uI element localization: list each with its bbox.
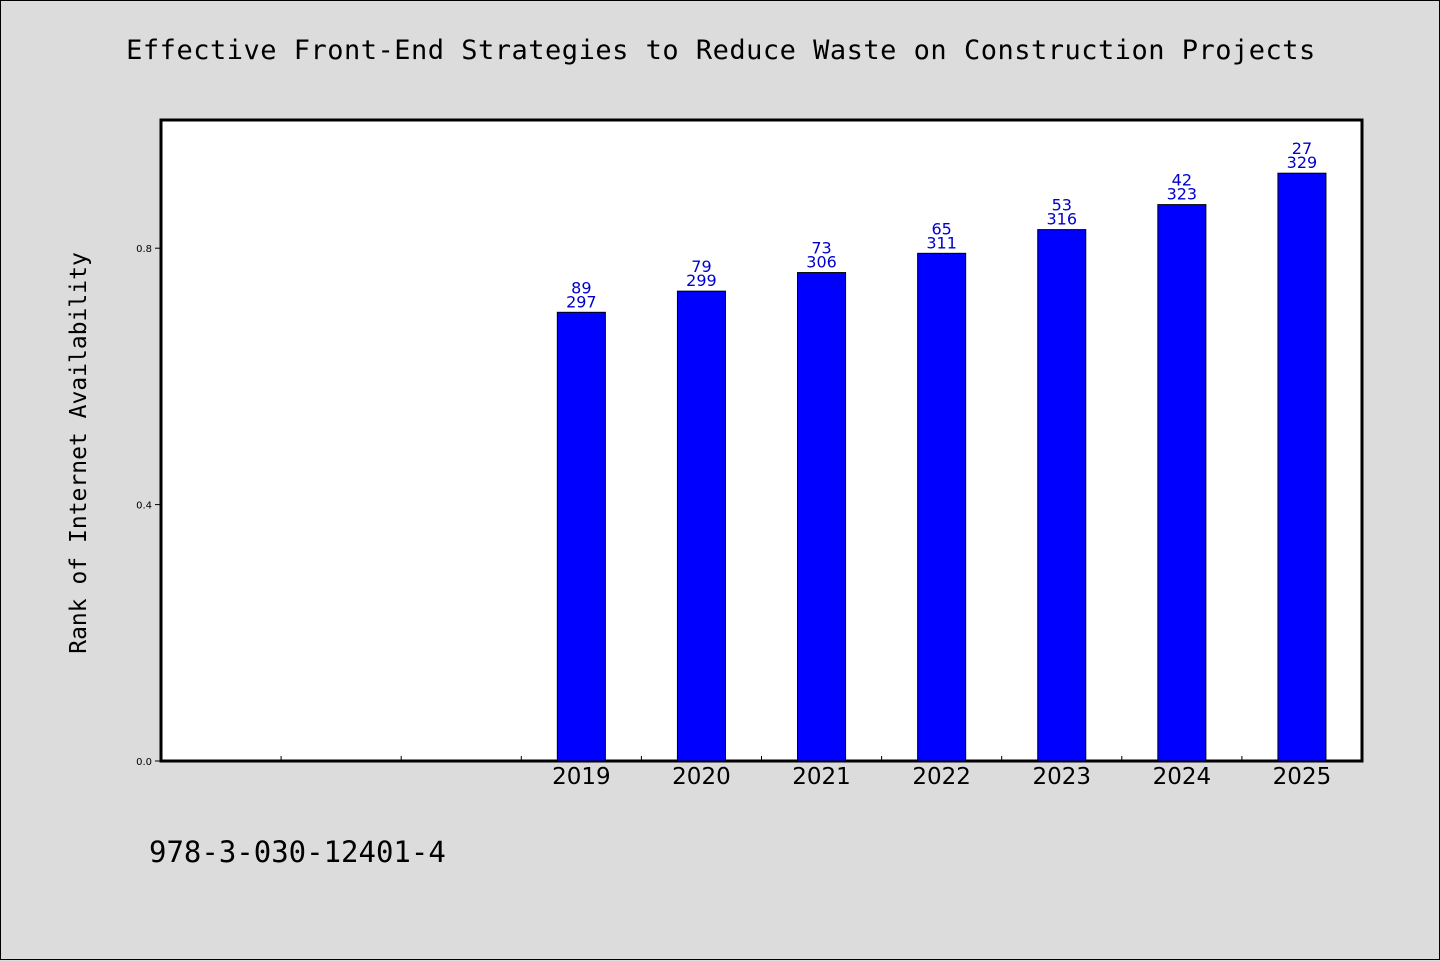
- data-label-bottom: 323: [1167, 185, 1198, 204]
- bar-2022: [917, 252, 967, 762]
- bars-group: [556, 172, 1327, 762]
- data-label-top: 89: [571, 278, 591, 297]
- data-label-bottom: 299: [686, 271, 717, 290]
- bar-2024: [1157, 204, 1207, 762]
- y-tick-label: 0.4: [136, 501, 152, 512]
- data-label-bottom: 316: [1046, 210, 1077, 229]
- data-label-top: 73: [811, 239, 831, 258]
- y-tick-label: 0.0: [136, 757, 152, 768]
- isbn-code: 978-3-030-12401-4: [149, 835, 446, 869]
- axis-ticks: 0.0 0.4 0.8 2019 2020 2021 2022 2023 2024 2025: [136, 244, 1331, 790]
- data-label-bottom: 329: [1287, 153, 1318, 172]
- data-label-bottom: 306: [806, 253, 837, 272]
- data-label-top: 65: [931, 219, 951, 238]
- data-label-top: 53: [1052, 196, 1072, 215]
- data-label-top: 42: [1172, 171, 1192, 190]
- data-label-top: 27: [1292, 139, 1312, 158]
- x-tick-label: 2021: [792, 764, 851, 790]
- bar-2020: [676, 290, 726, 762]
- bar-2021: [797, 272, 847, 762]
- data-label-top: 79: [691, 257, 711, 276]
- bar-2019: [556, 311, 606, 762]
- x-tick-label: 2025: [1273, 764, 1332, 790]
- y-tick-label: 0.8: [136, 244, 152, 255]
- bar-2025: [1277, 172, 1327, 762]
- data-label-bottom: 297: [566, 292, 597, 311]
- x-tick-label: 2023: [1032, 764, 1091, 790]
- x-tick-label: 2022: [912, 764, 971, 790]
- x-tick-label: 2019: [552, 764, 611, 790]
- x-tick-label: 2024: [1153, 764, 1212, 790]
- x-tick-label: 2020: [672, 764, 731, 790]
- y-axis-title: Rank of Internet Availability: [66, 252, 92, 654]
- data-label-bottom: 311: [926, 233, 957, 252]
- chart-title: Effective Front-End Strategies to Reduce…: [126, 35, 1316, 66]
- bar-2023: [1037, 229, 1087, 762]
